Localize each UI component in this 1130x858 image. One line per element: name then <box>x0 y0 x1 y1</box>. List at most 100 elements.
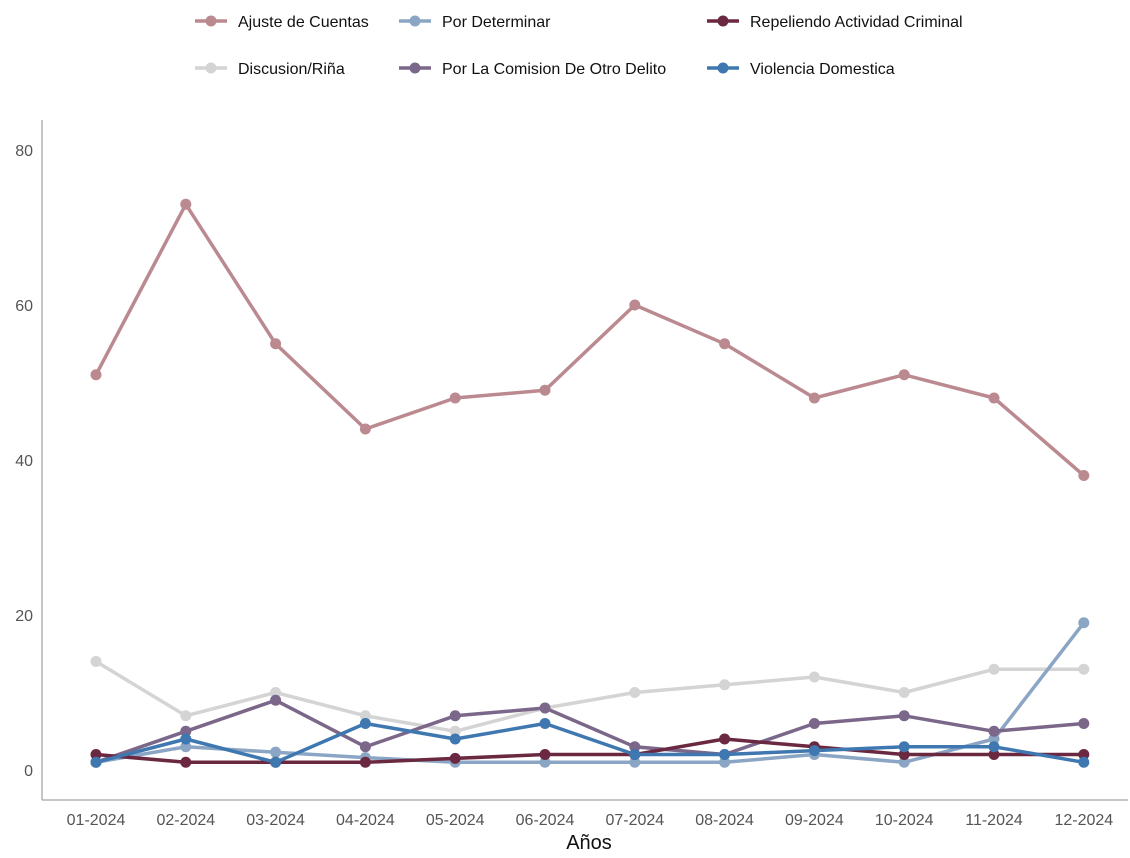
data-point-por-determinar <box>1078 617 1090 629</box>
x-tick-label: 07-2024 <box>605 812 664 829</box>
data-point-ajuste-de-cuentas <box>539 384 551 396</box>
data-point-violencia-domestica <box>629 749 641 760</box>
legend-label: Ajuste de Cuentas <box>238 14 369 31</box>
data-point-ajuste-de-cuentas <box>629 299 641 311</box>
data-point-repeliendo-actividad-criminal <box>898 749 910 760</box>
data-point-repeliendo-actividad-criminal <box>1078 749 1090 760</box>
data-point-discusion-rina <box>719 679 731 691</box>
data-point-ajuste-de-cuentas <box>90 369 102 381</box>
data-point-violencia-domestica <box>270 756 282 768</box>
y-tick-label: 0 <box>24 763 33 780</box>
x-tick-label: 11-2024 <box>965 812 1023 829</box>
x-axis-title: Años <box>566 832 612 853</box>
legend-label: Por La Comision De Otro Delito <box>442 61 666 78</box>
data-point-discusion-rina <box>449 725 461 737</box>
data-point-por-determinar <box>180 741 192 753</box>
data-point-por-la-comision-de-otro-delito <box>629 741 641 753</box>
data-point-discusion-rina <box>180 710 192 722</box>
series-line-repeliendo-actividad-criminal <box>94 737 1086 765</box>
data-point-violencia-domestica <box>988 741 1000 753</box>
series-line-ajuste-de-cuentas <box>94 202 1086 478</box>
legend-swatch-point <box>409 62 421 74</box>
series-line-por-determinar <box>94 621 1086 765</box>
data-point-por-determinar <box>629 756 641 768</box>
data-point-ajuste-de-cuentas <box>808 392 820 404</box>
series-line-violencia-domestica <box>94 721 1086 765</box>
data-point-discusion-rina <box>270 687 282 698</box>
x-tick-label: 01-2024 <box>67 812 126 829</box>
x-tick-label: 02-2024 <box>156 812 215 829</box>
data-point-violencia-domestica <box>90 756 102 768</box>
data-point-por-determinar <box>270 746 282 758</box>
data-point-por-la-comision-de-otro-delito <box>359 741 371 753</box>
data-point-discusion-rina <box>988 663 1000 675</box>
data-point-violencia-domestica <box>539 718 551 729</box>
data-point-por-determinar <box>988 733 1000 745</box>
data-point-violencia-domestica <box>180 733 192 745</box>
x-tick-label: 09-2024 <box>785 812 844 829</box>
y-tick-label: 60 <box>15 298 33 315</box>
legend-item-discusion-rina: Discusion/Riña <box>195 61 345 78</box>
x-tick-label: 03-2024 <box>246 812 305 829</box>
data-point-ajuste-de-cuentas <box>449 392 461 404</box>
legend-item-repeliendo-actividad-criminal: Repeliendo Actividad Criminal <box>707 14 963 31</box>
data-point-por-la-comision-de-otro-delito <box>898 710 910 722</box>
data-point-discusion-rina <box>359 710 371 722</box>
data-point-por-la-comision-de-otro-delito <box>449 710 461 722</box>
data-point-ajuste-de-cuentas <box>719 338 731 350</box>
data-point-discusion-rina <box>898 687 910 698</box>
legend-item-por-determinar: Por Determinar <box>399 14 551 31</box>
data-point-repeliendo-actividad-criminal <box>359 756 371 768</box>
x-tick-label: 06-2024 <box>516 812 575 829</box>
data-point-por-la-comision-de-otro-delito <box>1078 718 1090 729</box>
data-point-discusion-rina <box>90 656 102 667</box>
legend-swatch-point <box>409 15 421 27</box>
x-tick-label: 10-2024 <box>875 812 934 829</box>
data-point-repeliendo-actividad-criminal <box>988 749 1000 760</box>
data-point-discusion-rina <box>1078 663 1090 675</box>
legend-label: Por Determinar <box>442 14 551 31</box>
data-point-por-la-comision-de-otro-delito <box>988 725 1000 737</box>
series-lines <box>94 202 1086 765</box>
series-points <box>90 198 1090 768</box>
data-point-por-determinar <box>539 756 551 768</box>
data-point-por-la-comision-de-otro-delito <box>270 694 282 706</box>
data-point-por-la-comision-de-otro-delito <box>539 702 551 714</box>
legend-label: Violencia Domestica <box>750 61 895 78</box>
legend-swatch-point <box>205 62 217 74</box>
legend: Ajuste de Cuentas Por Determinar Repeliend… <box>195 14 963 78</box>
x-tick-label: 08-2024 <box>695 812 754 829</box>
legend-item-ajuste-de-cuentas: Ajuste de Cuentas <box>195 14 369 31</box>
data-point-repeliendo-actividad-criminal <box>539 749 551 760</box>
legend-label: Discusion/Riña <box>238 61 345 78</box>
data-point-repeliendo-actividad-criminal <box>719 733 731 745</box>
data-point-violencia-domestica <box>359 718 371 729</box>
y-tick-label: 40 <box>15 453 33 470</box>
data-point-por-determinar <box>719 756 731 768</box>
data-point-por-la-comision-de-otro-delito <box>808 718 820 729</box>
legend-swatch-point <box>205 15 217 27</box>
data-point-repeliendo-actividad-criminal <box>180 756 192 768</box>
data-point-discusion-rina <box>629 687 641 698</box>
data-point-ajuste-de-cuentas <box>988 392 1000 404</box>
series-line-discusion-rina <box>94 659 1086 734</box>
y-tick-label: 80 <box>15 143 33 160</box>
data-point-repeliendo-actividad-criminal <box>449 752 461 764</box>
data-point-violencia-domestica <box>1078 756 1090 768</box>
data-point-violencia-domestica <box>719 749 731 760</box>
y-tick-label: 20 <box>15 608 33 625</box>
data-point-discusion-rina <box>808 671 820 683</box>
data-point-ajuste-de-cuentas <box>898 369 910 381</box>
data-point-por-la-comision-de-otro-delito <box>180 725 192 737</box>
x-tick-label: 12-2024 <box>1054 812 1113 829</box>
series-line-por-la-comision-de-otro-delito <box>94 698 1086 765</box>
legend-swatch-point <box>717 62 729 74</box>
data-point-violencia-domestica <box>808 745 820 757</box>
x-tick-label: 05-2024 <box>426 812 485 829</box>
legend-label: Repeliendo Actividad Criminal <box>750 14 963 31</box>
legend-item-por-la-comision-de-otro-delito: Por La Comision De Otro Delito <box>399 61 666 78</box>
data-point-ajuste-de-cuentas <box>180 198 192 210</box>
data-point-violencia-domestica <box>449 733 461 745</box>
